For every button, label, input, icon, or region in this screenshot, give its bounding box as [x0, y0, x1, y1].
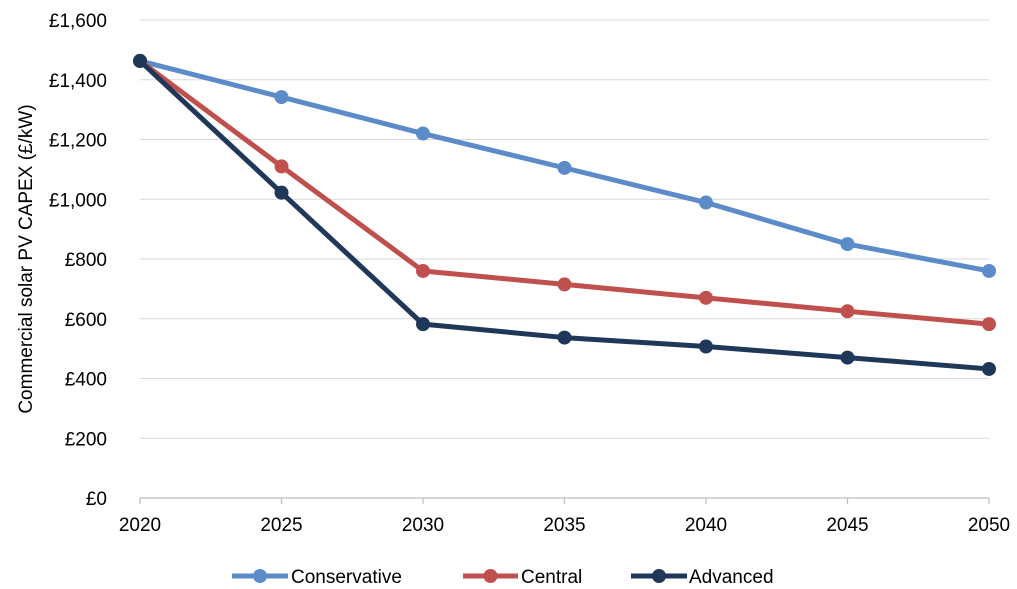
- x-tick-label: 2050: [968, 515, 1010, 536]
- legend-label: Advanced: [689, 567, 774, 588]
- legend-label: Conservative: [291, 567, 402, 588]
- data-point: [557, 160, 572, 175]
- x-tick-label: 2040: [685, 515, 727, 536]
- x-tick-label: 2025: [260, 515, 302, 536]
- x-axis: 2020 2025 2030 2035 2040 2045 2050: [119, 497, 1010, 536]
- y-tick-label: £0: [86, 489, 107, 510]
- data-point: [982, 263, 996, 278]
- y-tick-label: £1,600: [49, 11, 107, 32]
- data-point: [982, 317, 996, 332]
- data-point: [699, 339, 713, 354]
- data-point: [416, 263, 430, 278]
- data-point: [274, 90, 289, 105]
- data-point: [840, 304, 855, 319]
- legend: Conservative Central Advanced: [232, 567, 774, 588]
- legend-marker: [483, 569, 498, 583]
- y-tick-label: £1,200: [49, 131, 107, 152]
- x-tick-label: 2030: [402, 515, 444, 536]
- data-point: [416, 126, 430, 141]
- data-point: [274, 159, 289, 174]
- gridlines: [140, 19, 989, 439]
- data-point: [557, 330, 572, 345]
- data-point: [416, 317, 430, 332]
- series-conservative: [133, 53, 996, 278]
- data-point: [840, 237, 855, 252]
- series-central: [133, 53, 996, 332]
- data-point: [982, 361, 996, 376]
- y-tick-label: £800: [65, 250, 107, 271]
- data-point: [557, 277, 572, 292]
- legend-marker: [253, 569, 267, 583]
- y-axis-title: Commercial solar PV CAPEX (£/kW): [16, 104, 37, 413]
- y-tick-label: £600: [65, 310, 107, 331]
- series-advanced: [133, 53, 996, 376]
- data-point: [840, 350, 855, 365]
- legend-item: Central: [463, 567, 582, 588]
- data-point: [699, 195, 713, 210]
- x-tick-label: 2045: [826, 515, 868, 536]
- y-tick-label: £400: [65, 370, 107, 391]
- y-tick-label: £200: [65, 429, 107, 450]
- legend-item: Conservative: [232, 567, 402, 588]
- y-axis: £0 £200 £400 £600 £800 £1,000 £1,200 £1,400 £1,6…: [49, 11, 107, 510]
- y-tick-label: £1,400: [49, 71, 107, 92]
- x-tick-label: 2020: [119, 515, 161, 536]
- y-tick-label: £1,000: [49, 190, 107, 211]
- series-lines: [133, 53, 996, 376]
- legend-label: Central: [521, 567, 582, 588]
- series-line: [137, 58, 992, 372]
- legend-marker: [652, 569, 666, 583]
- x-tick-label: 2035: [543, 515, 585, 536]
- legend-item: Advanced: [631, 567, 774, 588]
- data-point: [133, 53, 147, 68]
- data-point: [274, 185, 289, 200]
- data-point: [699, 290, 713, 305]
